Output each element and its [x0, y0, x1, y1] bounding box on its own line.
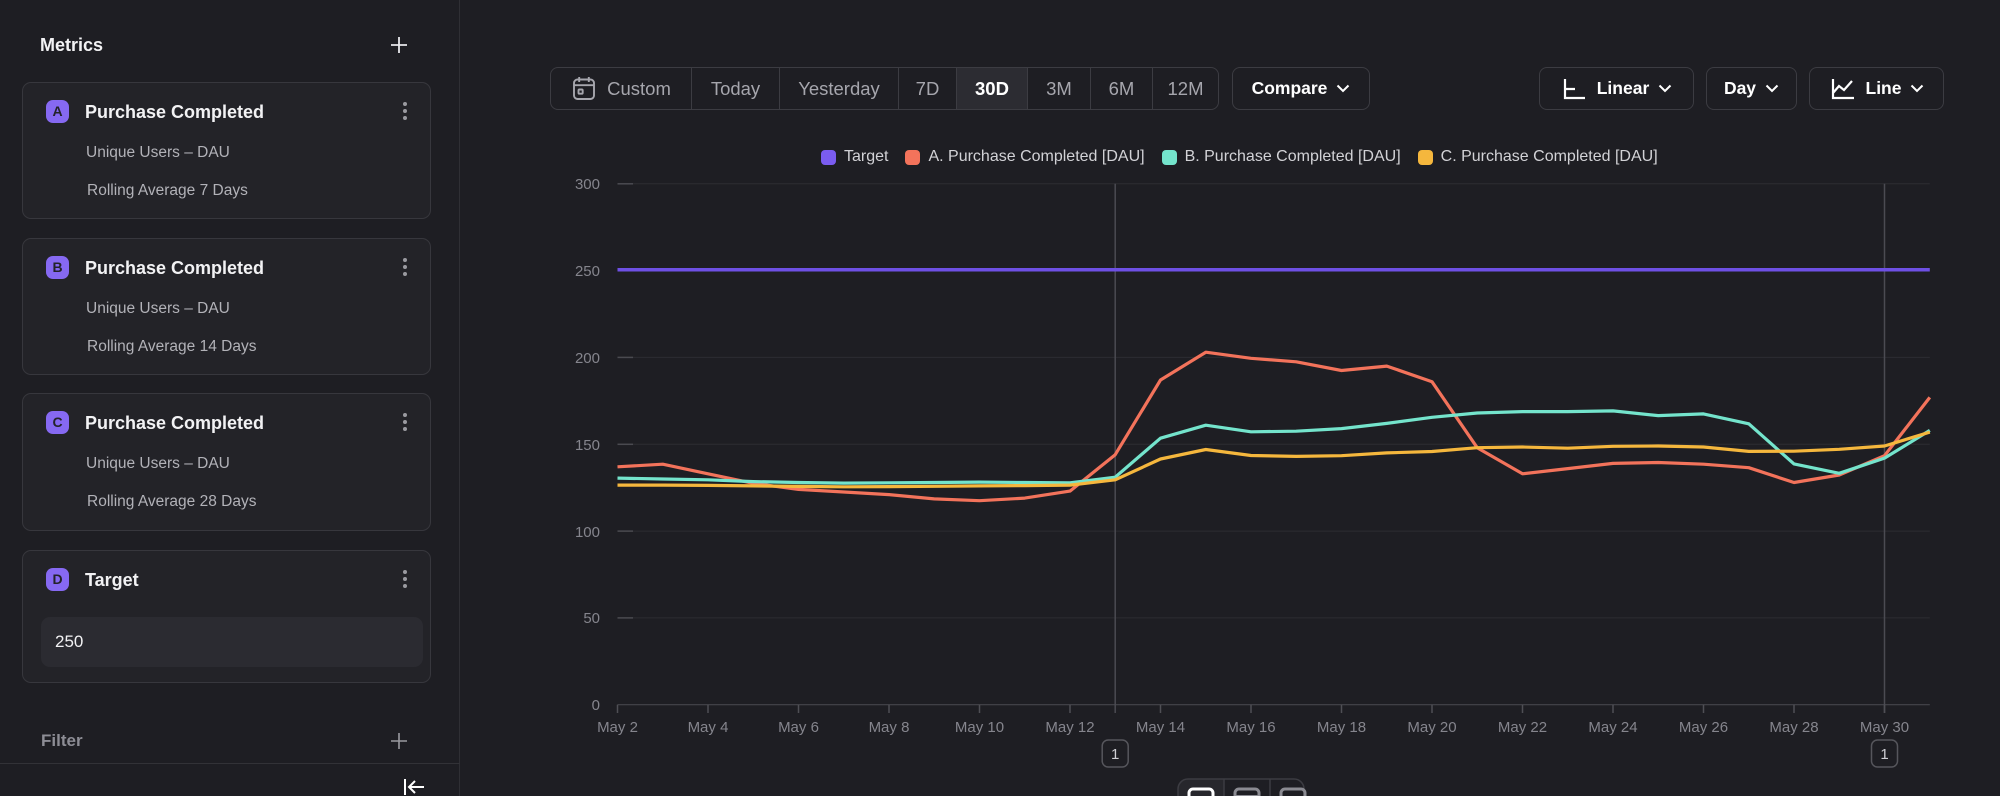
svg-text:50: 50 — [583, 610, 600, 627]
svg-text:May 2: May 2 — [597, 719, 638, 736]
svg-text:100: 100 — [575, 524, 600, 541]
svg-text:May 22: May 22 — [1498, 719, 1547, 736]
svg-text:300: 300 — [575, 176, 600, 193]
svg-text:May 4: May 4 — [688, 719, 729, 736]
svg-text:200: 200 — [575, 350, 600, 367]
svg-text:0: 0 — [592, 697, 600, 714]
svg-text:May 28: May 28 — [1769, 719, 1818, 736]
svg-text:May 18: May 18 — [1317, 719, 1366, 736]
svg-text:May 24: May 24 — [1588, 719, 1637, 736]
svg-text:150: 150 — [575, 437, 600, 454]
svg-text:May 12: May 12 — [1045, 719, 1094, 736]
svg-text:1: 1 — [1880, 746, 1888, 763]
svg-text:May 14: May 14 — [1136, 719, 1185, 736]
svg-text:250: 250 — [575, 263, 600, 280]
svg-text:1: 1 — [1111, 746, 1119, 763]
svg-text:May 10: May 10 — [955, 719, 1004, 736]
svg-text:May 8: May 8 — [869, 719, 910, 736]
svg-text:May 30: May 30 — [1860, 719, 1909, 736]
svg-text:May 6: May 6 — [778, 719, 819, 736]
svg-text:May 16: May 16 — [1226, 719, 1275, 736]
svg-text:May 26: May 26 — [1679, 719, 1728, 736]
svg-text:May 20: May 20 — [1407, 719, 1456, 736]
